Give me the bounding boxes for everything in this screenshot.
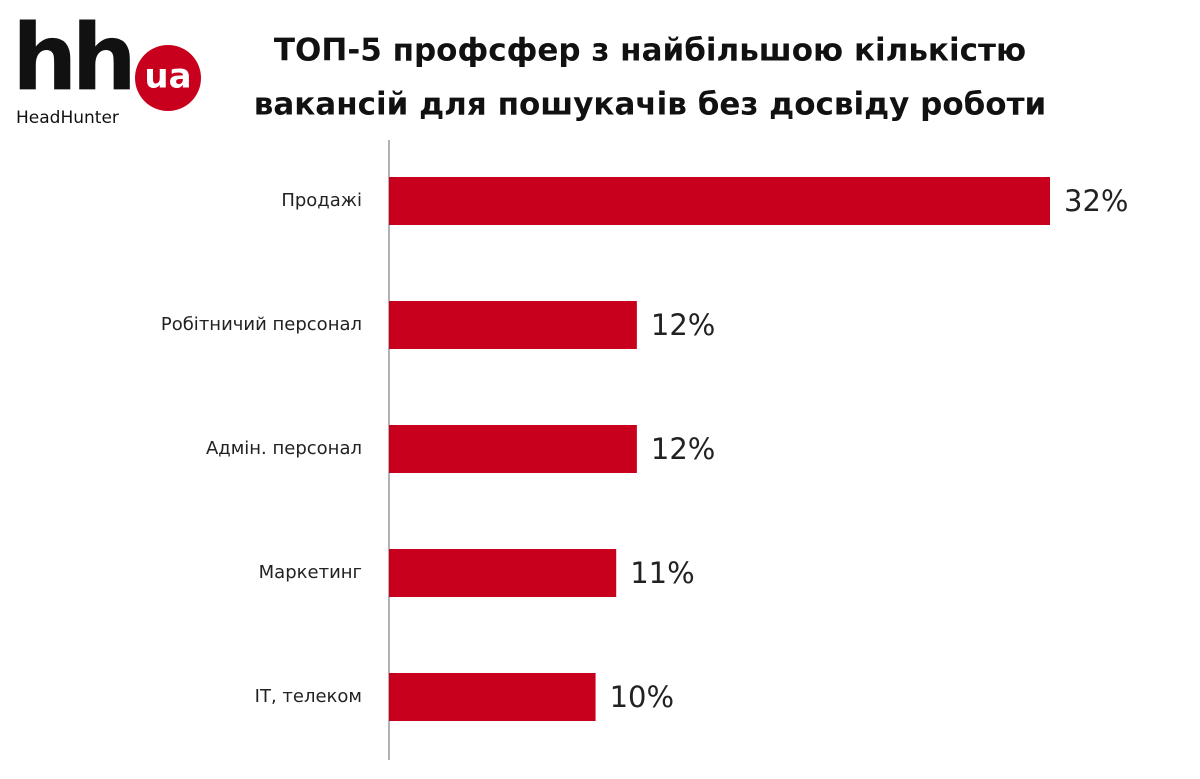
category-label: ІТ, телеком [255,686,362,707]
category-label: Робітничий персонал [161,314,362,335]
value-label: 11% [630,556,694,590]
category-label: Маркетинг [259,562,362,583]
chart-title: ТОП-5 профсфер з найбільшою кількістю [274,33,1026,69]
bar [389,673,596,721]
bar [389,301,637,349]
value-label: 32% [1064,184,1128,218]
logo-brand: HeadHunter [16,108,119,128]
value-label: 12% [651,308,715,342]
category-label: Продажі [281,190,362,211]
value-label: 12% [651,432,715,466]
bar [389,549,617,597]
bar [389,425,637,473]
category-label: Адмін. персонал [206,438,362,459]
bar [389,177,1050,225]
chart-title: вакансій для пошукачів без досвіду робот… [254,87,1047,123]
logo-badge-circle [135,45,201,111]
logo-mark: hh [12,4,131,111]
value-label: 10% [610,680,674,714]
logo-badge: ua [144,57,191,97]
